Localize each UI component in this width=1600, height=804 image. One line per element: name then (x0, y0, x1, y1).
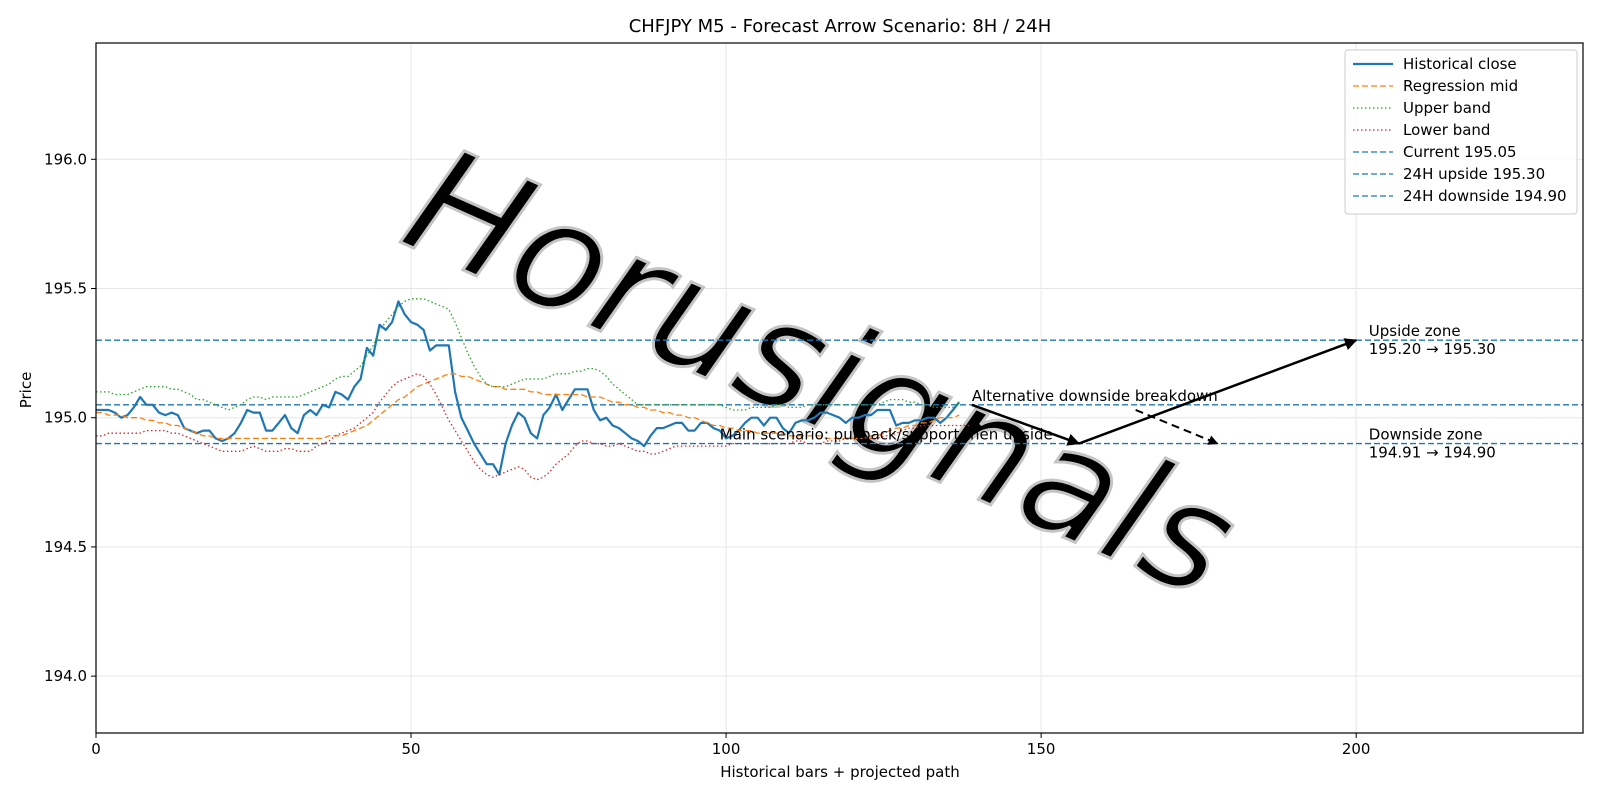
x-tick-label-4: 200 (1342, 740, 1371, 758)
annotation-alternative-label: Alternative downside breakdown (972, 387, 1218, 405)
annotations: Alternative downside breakdown Main scena… (720, 322, 1496, 461)
series-line-3 (96, 373, 972, 481)
legend-label-1: Regression mid (1403, 77, 1518, 95)
x-tick-label-0: 0 (91, 740, 101, 758)
y-tick-label-3: 195.5 (44, 280, 87, 298)
y-tick-label-1: 194.5 (44, 538, 87, 556)
legend-label-5: 24H upside 195.30 (1403, 165, 1545, 183)
grid (95, 43, 1583, 733)
legend-label-6: 24H downside 194.90 (1403, 187, 1567, 205)
annotation-upside-zone-title: Upside zone (1369, 322, 1461, 340)
legend-label-0: Historical close (1403, 55, 1517, 73)
legend-label-3: Lower band (1403, 121, 1490, 139)
plot-frame (95, 42, 1584, 734)
axes: 0 50 100 150 200 194.0 194.5 195.0 195.5 196.0 (44, 150, 1370, 758)
arrow-main-leg-2 (1078, 338, 1358, 445)
x-tick-label-2: 100 (712, 740, 741, 758)
y-tick-label-2: 195.0 (44, 409, 87, 427)
scenario-arrows (971, 338, 1358, 446)
legend-label-2: Upper band (1403, 99, 1491, 117)
y-axis-label: Price (17, 372, 35, 409)
x-tick-label-1: 50 (401, 740, 420, 758)
series-lines (96, 298, 972, 481)
watermark-text: Horusignals (382, 114, 1260, 632)
x-axis-label: Historical bars + projected path (720, 763, 960, 781)
y-tick-label-0: 194.0 (44, 667, 87, 685)
chart-title: CHFJPY M5 - Forecast Arrow Scenario: 8H … (629, 16, 1052, 37)
x-tick-label-3: 150 (1027, 740, 1056, 758)
legend-box (1344, 49, 1578, 215)
series-line-0 (96, 300, 961, 476)
annotation-main-scenario-label: Main scenario: pullback/support then ups… (720, 426, 1053, 444)
y-tick-label-4: 196.0 (44, 150, 87, 168)
arrow-main-leg-1 (971, 403, 1081, 446)
annotation-downside-zone-range: 194.91 → 194.90 (1369, 444, 1496, 462)
legend: Historical close Regression mid Upper band… (1344, 49, 1578, 215)
annotation-downside-zone-title: Downside zone (1369, 426, 1483, 444)
series-line-2 (96, 298, 960, 411)
arrow-alternative (1135, 409, 1219, 445)
series-line-1 (96, 373, 960, 440)
watermark: Horusignals (380, 113, 1261, 634)
annotation-upside-zone-range: 195.20 → 195.30 (1369, 340, 1496, 358)
legend-label-4: Current 195.05 (1403, 143, 1517, 161)
